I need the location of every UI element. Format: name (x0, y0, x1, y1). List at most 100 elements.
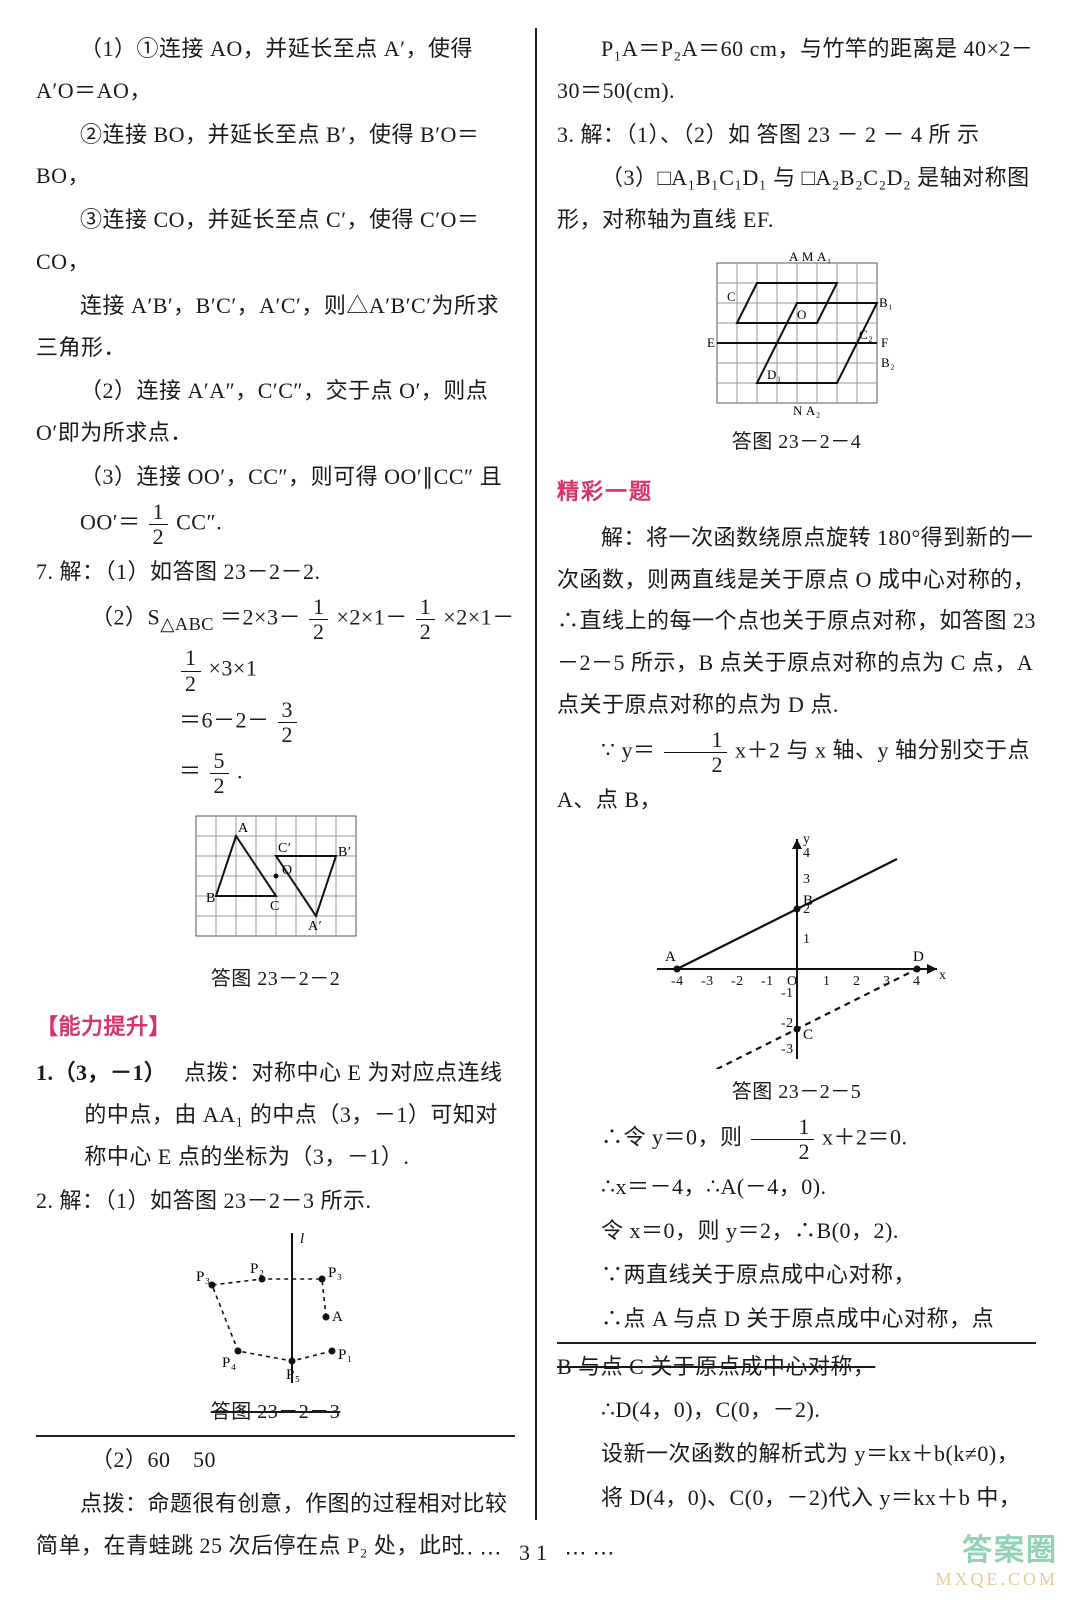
q7-s-mid1: ×2×1－ (336, 605, 407, 630)
frac-fivehalf: 52 (210, 749, 230, 798)
q6-3b-prefix: OO′＝ (80, 510, 141, 535)
r-q3b: （3）□A₁B₁C₁D₁ 与 □A₂B₂C₂D₂ 是轴对称图形，对称轴为直线 E… (557, 157, 1036, 241)
svg-text:P₁: P₁ (338, 1347, 353, 1363)
figure-23-2-2: A B C O A′ B′ C′ 答图 23－2－2 (36, 806, 515, 998)
svg-text:C₂: C₂ (859, 327, 873, 342)
frac-den: 2 (149, 525, 169, 549)
svg-text:4: 4 (803, 846, 811, 861)
svg-text:P₃: P₃ (196, 1269, 211, 1285)
q7-line4-suffix: . (237, 759, 243, 784)
r-p3-pre: ∴令 y＝0，则 (601, 1125, 743, 1150)
frac-threehalf: 32 (278, 698, 298, 747)
r-p2: ∵ y＝ 12 x＋2 与 x 轴、y 轴分别交于点 (557, 728, 1036, 777)
r-p3: ∴令 y＝0，则 12 x＋2＝0. (557, 1115, 1036, 1164)
r-p2-mid: x＋2 与 x 轴、y 轴分别交于点 (735, 738, 1030, 763)
figure-23-2-3-caption: 答图 23－2－3 (211, 1393, 341, 1431)
figure-23-2-5-caption: 答图 23－2－5 (732, 1073, 862, 1111)
svg-text:-2: -2 (731, 974, 744, 989)
q7-s-area-line1: （2）S△ABC ＝2×3－ 12 ×2×1－ 12 ×2×1－ (36, 595, 515, 644)
r-p3-suf: x＋2＝0. (822, 1125, 908, 1150)
frac-num: 1 (149, 500, 169, 525)
q6-step1c: ③连接 CO，并延长至点 C′，使得 C′O＝CO， (36, 199, 515, 283)
svg-text:1: 1 (823, 974, 831, 989)
svg-text:2: 2 (853, 974, 861, 989)
svg-text:-4: -4 (671, 974, 684, 989)
watermark: 答案圈 MXQE.COM (935, 1525, 1058, 1590)
frac-num: 1 (181, 646, 201, 671)
svg-text:C: C (803, 1027, 814, 1043)
frac-den: 2 (664, 753, 728, 777)
q7-s-area-line3: ＝6－2－ 32 (179, 698, 515, 747)
svg-text:A: A (332, 1309, 343, 1325)
q7-line4-eq: ＝ (179, 759, 202, 784)
r-p8: ∴D(4，0)，C(0，－2). (557, 1389, 1036, 1431)
frac-num: 5 (210, 749, 230, 774)
svg-text:D₁: D₁ (767, 367, 782, 382)
r-p9: 设新一次函数的解析式为 y＝kx＋b(k≠0)， (557, 1433, 1036, 1475)
ans1-value: 1.（3，－1） (36, 1060, 156, 1085)
r-p6: ∵两直线关于原点成中心对称， (557, 1254, 1036, 1296)
frac-half-r1: 12 (664, 728, 728, 777)
frac-num: 1 (309, 595, 329, 620)
svg-text:B₂: B₂ (881, 355, 895, 370)
frac-den: 2 (416, 620, 436, 644)
figure-23-2-3: l A P₃ P₂ P₃ P₄ P₅ P₁ 答图 23－2－3 (36, 1229, 515, 1431)
svg-text:3: 3 (803, 872, 811, 887)
frac-num: 3 (278, 698, 298, 723)
left-column: （1）①连接 AO，并延长至点 A′，使得 A′O＝AO， ②连接 BO，并延长… (36, 28, 533, 1520)
q7-s-mid2: ×2×1－ (443, 605, 514, 630)
svg-text:1: 1 (803, 932, 811, 947)
page: （1）①连接 AO，并延长至点 A′，使得 A′O＝AO， ②连接 BO，并延长… (0, 0, 1072, 1520)
r-p1: 解：将一次函数绕原点旋转 180°得到新的一次函数，则两直线是关于原点 O 成中… (557, 517, 1036, 726)
ans1: 1.（3，－1） 点拨：对称中心 E 为对应点连线的中点，由 AA₁ 的中点（3… (36, 1052, 515, 1177)
grid-parallelogram-figure: A M A₁ B₁ C E F O C₂ B₂ D₁ N A₂ (697, 249, 897, 419)
frac-half-2: 12 (309, 595, 329, 644)
svg-text:3: 3 (883, 974, 891, 989)
bonus-heading: 精彩一题 (557, 471, 1036, 513)
svg-text:4: 4 (913, 974, 921, 989)
strike-line-left (36, 1435, 515, 1437)
frac-num: 1 (416, 595, 436, 620)
q7-line3: ＝6－2－ (179, 707, 270, 732)
q6-step3a: （3）连接 OO′，CC″，则可得 OO′∥CC″ 且 (36, 456, 515, 498)
r-p7: ∴点 A 与点 D 关于原点成中心对称，点 (557, 1298, 1036, 1340)
q6-3b-suffix: CC″. (176, 510, 222, 535)
svg-text:B: B (206, 891, 216, 906)
column-divider (535, 28, 537, 1520)
q7-s-eq: ＝2×3－ (220, 605, 301, 630)
svg-text:P₂: P₂ (250, 1261, 265, 1277)
q6-step1d: 连接 A′B′，B′C′，A′C′，则△A′B′C′为所求三角形． (36, 285, 515, 369)
svg-text:P₃: P₃ (328, 1265, 343, 1281)
coordinate-plane-figure: xy -4-3-2-1 O 1234 1234 -1-2-3 A B C D (647, 829, 947, 1069)
svg-text:y: y (803, 832, 811, 847)
q7-s-area-line4: ＝ 52 . (179, 749, 515, 798)
frog-jump-figure: l A P₃ P₂ P₃ P₄ P₅ P₁ (166, 1229, 386, 1389)
svg-text:-1: -1 (761, 974, 774, 989)
frac-half-1: 1 2 (149, 500, 169, 549)
svg-text:C′: C′ (278, 841, 291, 856)
svg-text:N A₂: N A₂ (793, 403, 821, 418)
figure-23-2-4-caption: 答图 23－2－4 (732, 423, 862, 461)
watermark-top: 答案圈 (935, 1525, 1058, 1569)
svg-text:C: C (270, 899, 280, 914)
q7-s-area-line2: 12 ×3×1 (179, 646, 515, 695)
frac-den: 2 (309, 620, 329, 644)
svg-text:A M A₁: A M A₁ (789, 249, 832, 264)
svg-text:P₅: P₅ (286, 1367, 301, 1383)
ans2-2: （2）60 50 (36, 1439, 515, 1481)
svg-text:A: A (665, 949, 676, 965)
r-p7b: B 与点 C 关于原点成中心对称， (557, 1346, 1036, 1388)
frac-num: 1 (751, 1115, 815, 1140)
frac-den: 2 (751, 1140, 815, 1164)
svg-text:A′: A′ (308, 919, 322, 934)
svg-text:-3: -3 (781, 1042, 794, 1057)
q6-step1a: （1）①连接 AO，并延长至点 A′，使得 A′O＝AO， (36, 28, 515, 112)
svg-text:D: D (913, 949, 924, 965)
q7-s-sub: △ABC (160, 614, 214, 634)
r-p10: 将 D(4，0)、C(0，－2)代入 y＝kx＋b 中， (557, 1477, 1036, 1519)
svg-text:C: C (727, 289, 736, 304)
svg-text:-3: -3 (701, 974, 714, 989)
svg-text:B: B (803, 893, 814, 909)
svg-text:-2: -2 (781, 1016, 794, 1031)
frac-den: 2 (210, 774, 230, 798)
